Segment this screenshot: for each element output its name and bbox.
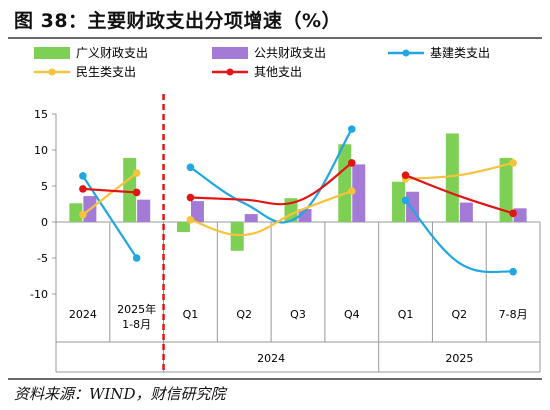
bar-broad (338, 144, 352, 222)
group-label: 2024 (257, 352, 285, 365)
y-tick-label: -10 (30, 288, 48, 301)
point-livelihood (347, 187, 356, 195)
point-infra (347, 125, 356, 133)
line-livelihood (82, 172, 138, 216)
line-livelihood (405, 161, 514, 180)
chart-title: 图 38：主要财政支出分项增速（%） (14, 10, 342, 32)
point-infra (509, 267, 517, 276)
point-other (347, 159, 356, 167)
line-other (405, 174, 514, 215)
source-note: 资料来源：WIND，财信研究院 (14, 385, 226, 403)
point-other (509, 209, 517, 218)
bar-broad (499, 157, 513, 222)
bar-public (513, 208, 527, 222)
bar-public (190, 201, 204, 222)
figure-header: 图 38：主要财政支出分项增速（%） (0, 0, 550, 39)
bar-public (137, 199, 151, 222)
group-label: 2025 (445, 352, 473, 365)
point-other (401, 171, 410, 179)
y-tick-label: -5 (37, 252, 48, 265)
legend-marker-5 (226, 68, 234, 76)
legend-label-5: 其他支出 (254, 65, 302, 79)
point-infra (79, 172, 87, 180)
legend-label-2: 公共财政支出 (254, 46, 326, 60)
legend-label-1: 广义财政支出 (76, 46, 148, 60)
x-tick-label: 1-8月 (122, 318, 151, 331)
line-infra (404, 199, 514, 274)
legend-marker-4 (48, 68, 56, 76)
x-tick-label: Q2 (236, 308, 252, 321)
footer-rule (8, 378, 542, 380)
point-livelihood (132, 169, 141, 177)
point-livelihood (79, 211, 87, 219)
line-infra (81, 175, 138, 259)
legend-swatch-1 (34, 47, 70, 59)
x-tick-label: 2025年 (117, 302, 156, 316)
bar-broad (230, 222, 244, 251)
y-tick-label: 10 (34, 144, 48, 157)
y-tick-label: 0 (41, 216, 48, 229)
point-livelihood (186, 216, 195, 224)
point-other (132, 188, 141, 197)
point-infra (401, 196, 410, 205)
y-tick-label: 15 (34, 108, 48, 121)
bar-broad (176, 222, 190, 233)
title-rule (8, 37, 542, 39)
point-infra (132, 254, 141, 262)
line-other (190, 162, 353, 206)
x-tick-label: 2024 (69, 308, 97, 321)
point-other (79, 185, 87, 193)
bar-public (298, 209, 312, 222)
line-livelihood (190, 190, 353, 237)
line-infra (189, 128, 353, 224)
bar-broad (445, 133, 459, 222)
bar-public (459, 202, 473, 222)
legend-swatch-2 (212, 47, 248, 59)
point-livelihood (509, 159, 517, 167)
x-tick-label: Q1 (398, 308, 414, 321)
x-tick-label: 7-8月 (499, 308, 528, 321)
legend-label-3: 基建类支出 (430, 46, 490, 60)
point-other (186, 193, 195, 202)
bar-public (244, 214, 258, 222)
bar-broad (123, 157, 137, 222)
bar-public (352, 164, 366, 222)
x-tick-label: Q2 (451, 308, 467, 321)
x-tick-label: Q1 (183, 308, 199, 321)
point-infra (186, 163, 195, 172)
y-tick-label: 5 (41, 180, 48, 193)
bar-broad (392, 181, 406, 222)
legend-label-4: 民生类支出 (76, 65, 136, 79)
bar-broad (69, 203, 83, 222)
legend-marker-3 (402, 49, 410, 57)
x-tick-label: Q3 (290, 308, 306, 321)
x-tick-label: Q4 (344, 308, 360, 321)
